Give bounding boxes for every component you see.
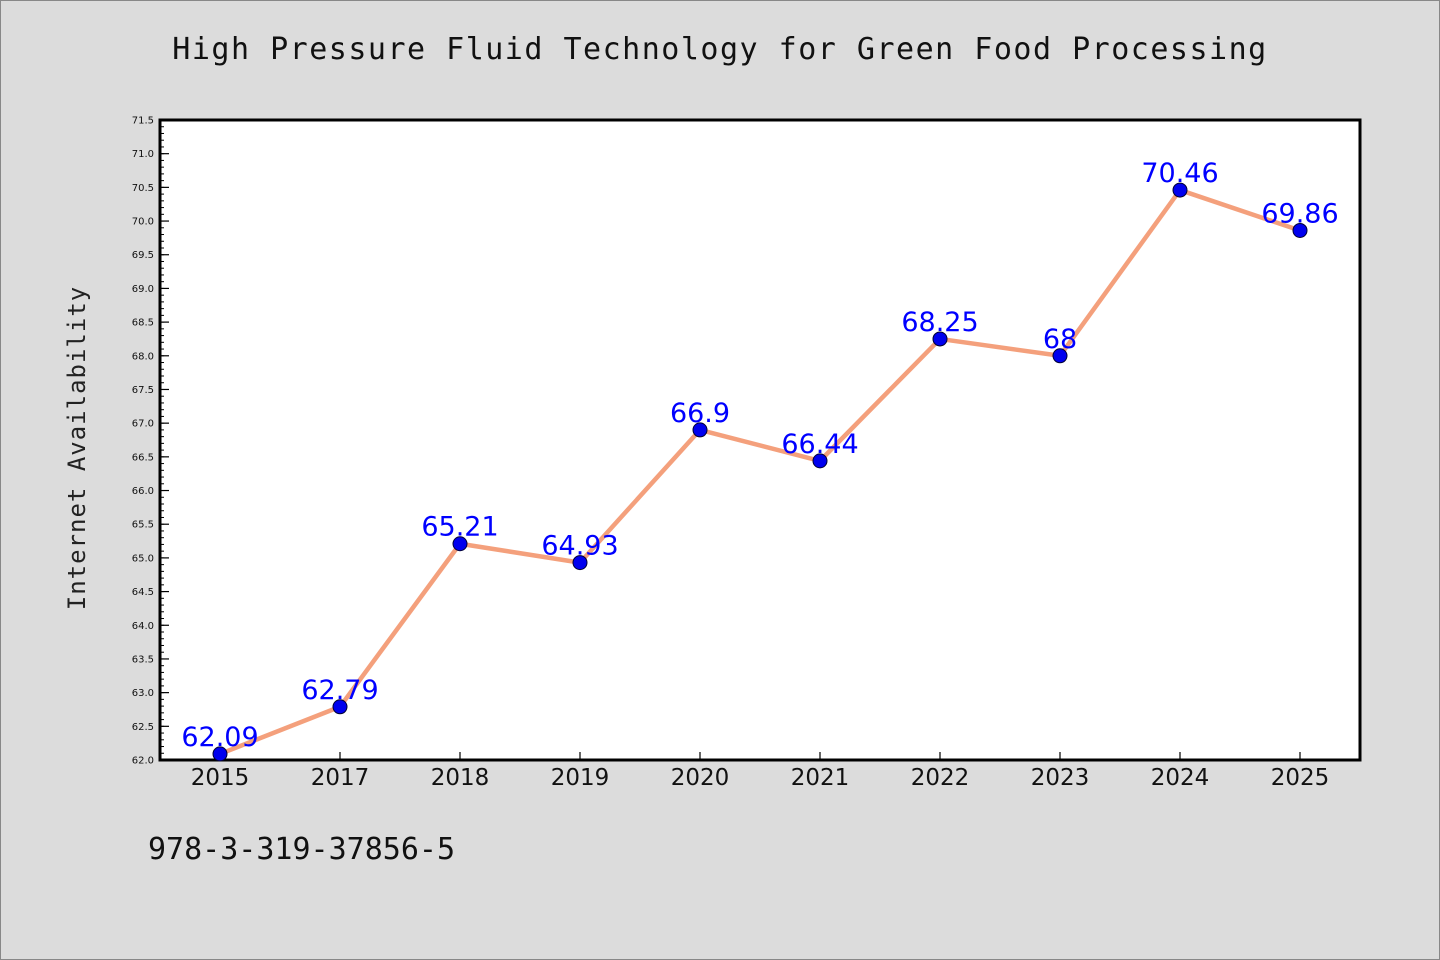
data-label: 68.25 [901, 307, 978, 338]
y-tick-label: 65.5 [132, 520, 154, 531]
data-point [212, 746, 228, 762]
data-point [332, 699, 348, 715]
x-tick-label: 2025 [1271, 765, 1330, 791]
data-label: 62.79 [301, 675, 378, 706]
y-tick-label: 69.5 [132, 250, 154, 261]
y-tick-label: 71.5 [132, 116, 154, 127]
y-tick-label: 64.0 [132, 621, 154, 632]
plot-area [160, 120, 1360, 760]
y-tick-label: 68.5 [132, 318, 154, 329]
y-tick-label: 67.0 [132, 419, 154, 430]
y-tick-label: 63.0 [132, 688, 154, 699]
y-tick-label: 71.0 [132, 149, 154, 160]
y-tick-label: 66.5 [132, 452, 154, 463]
x-tick-label: 2023 [1031, 765, 1090, 791]
y-tick-label: 70.5 [132, 183, 154, 194]
y-tick-label: 69.0 [132, 284, 154, 295]
x-tick-label: 2020 [671, 765, 730, 791]
data-label: 66.44 [781, 429, 858, 460]
x-tick-label: 2017 [311, 765, 370, 791]
x-tick-label: 2024 [1151, 765, 1210, 791]
data-point [1172, 182, 1188, 198]
data-label: 68 [1043, 324, 1077, 355]
y-tick-label: 64.5 [132, 587, 154, 598]
x-tick-label: 2018 [431, 765, 490, 791]
y-tick-label: 63.5 [132, 654, 154, 665]
data-point [932, 331, 948, 347]
data-label: 65.21 [421, 512, 498, 543]
y-tick-label: 70.0 [132, 217, 154, 228]
data-label: 66.9 [670, 398, 730, 429]
x-tick-label: 2015 [191, 765, 250, 791]
y-tick-label: 68.0 [132, 351, 154, 362]
y-tick-label: 62.0 [132, 756, 154, 767]
data-point [1292, 222, 1308, 238]
chart-title: High Pressure Fluid Technology for Green… [172, 32, 1268, 67]
data-point [572, 555, 588, 571]
data-point [812, 453, 828, 469]
footnote-isbn: 978-3-319-37856-5 [148, 832, 456, 867]
plot-frame [158, 118, 1362, 762]
series-line [217, 187, 1303, 757]
x-tick-label: 2022 [911, 765, 970, 791]
data-label: 64.93 [541, 531, 618, 562]
y-tick-label: 65.0 [132, 553, 154, 564]
data-point [692, 422, 708, 438]
data-point [1052, 348, 1068, 364]
data-label: 70.46 [1141, 158, 1218, 189]
x-tick-label: 2019 [551, 765, 610, 791]
data-label: 62.09 [181, 722, 258, 753]
y-tick-label: 62.5 [132, 722, 154, 733]
y-tick-label: 66.0 [132, 486, 154, 497]
data-label: 69.86 [1261, 198, 1338, 229]
x-tick-label: 2021 [791, 765, 850, 791]
data-point [452, 536, 468, 552]
y-tick-label: 67.5 [132, 385, 154, 396]
